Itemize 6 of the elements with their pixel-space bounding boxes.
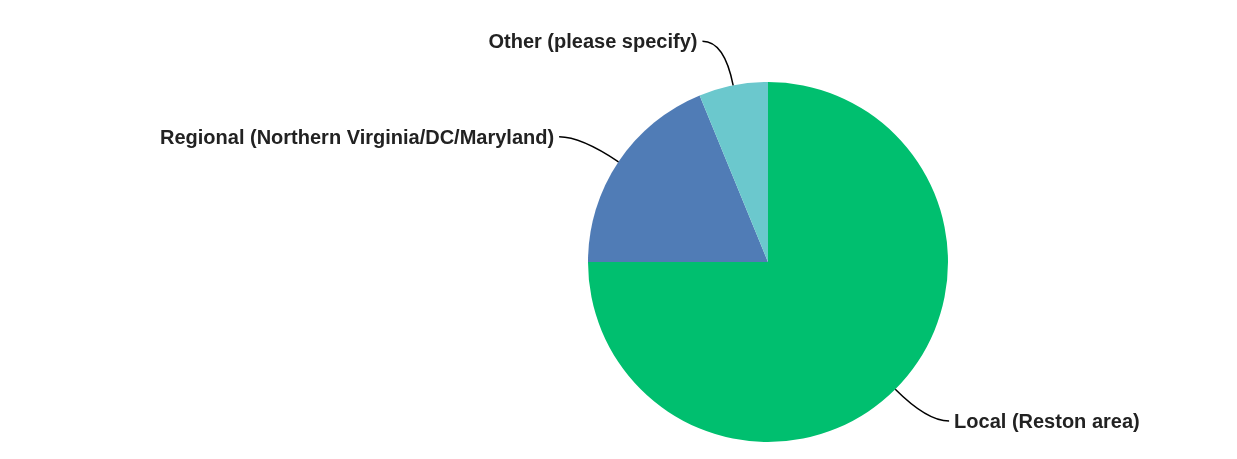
pie-slice: [699, 82, 768, 262]
slice-label: Other (please specify): [488, 30, 698, 53]
pie-slice: [588, 95, 768, 262]
slice-label: Regional (Northern Virginia/DC/Maryland): [159, 125, 555, 148]
pie-slice: [588, 82, 948, 442]
slice-label: Local (Reston area): [954, 410, 1140, 433]
